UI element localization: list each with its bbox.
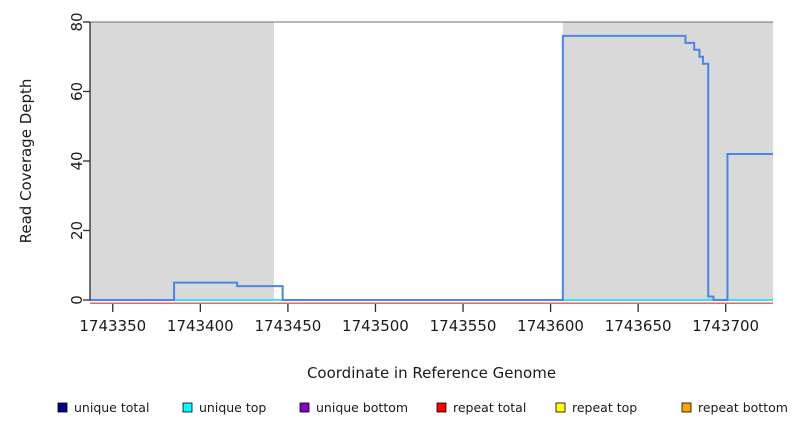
legend-swatch-repeat-bottom [681,402,692,413]
x-tick-label-1743550: 1743550 [430,317,497,335]
x-tick-label-1743400: 1743400 [167,317,234,335]
x-tick-label-1743450: 1743450 [254,317,321,335]
y-axis-title: Read Coverage Depth [17,79,35,244]
legend-swatch-unique-total [57,402,68,413]
shaded-region-1 [562,22,773,300]
series-line-unique-total [90,34,773,301]
legend-label-unique-top: unique top [199,400,266,415]
y-tick-label-40: 40 [68,151,86,170]
y-tick-label-80: 80 [68,12,86,31]
y-tick-label-60: 60 [68,82,86,101]
legend-label-repeat-total: repeat total [453,400,526,415]
x-tick-label-1743650: 1743650 [605,317,672,335]
legend-swatch-unique-top [182,402,193,413]
series-group-unique-total [90,34,773,301]
y-tick-label-0: 0 [68,295,86,305]
x-tick-label-1743500: 1743500 [342,317,409,335]
legend-label-repeat-top: repeat top [572,400,637,415]
x-tick-label-1743600: 1743600 [517,317,584,335]
legend-label-unique-bottom: unique bottom [316,400,408,415]
x-tick-label-1743700: 1743700 [692,317,759,335]
legend-label-unique-total: unique total [74,400,149,415]
legend-swatch-unique-bottom [299,402,310,413]
shaded-region-0 [90,22,274,300]
legend-swatch-repeat-top [555,402,566,413]
y-tick-label-20: 20 [68,221,86,240]
legend-swatch-repeat-total [436,402,447,413]
x-tick-label-1743350: 1743350 [79,317,146,335]
legend-label-repeat-bottom: repeat bottom [698,400,788,415]
x-axis-title: Coordinate in Reference Genome [307,364,556,382]
